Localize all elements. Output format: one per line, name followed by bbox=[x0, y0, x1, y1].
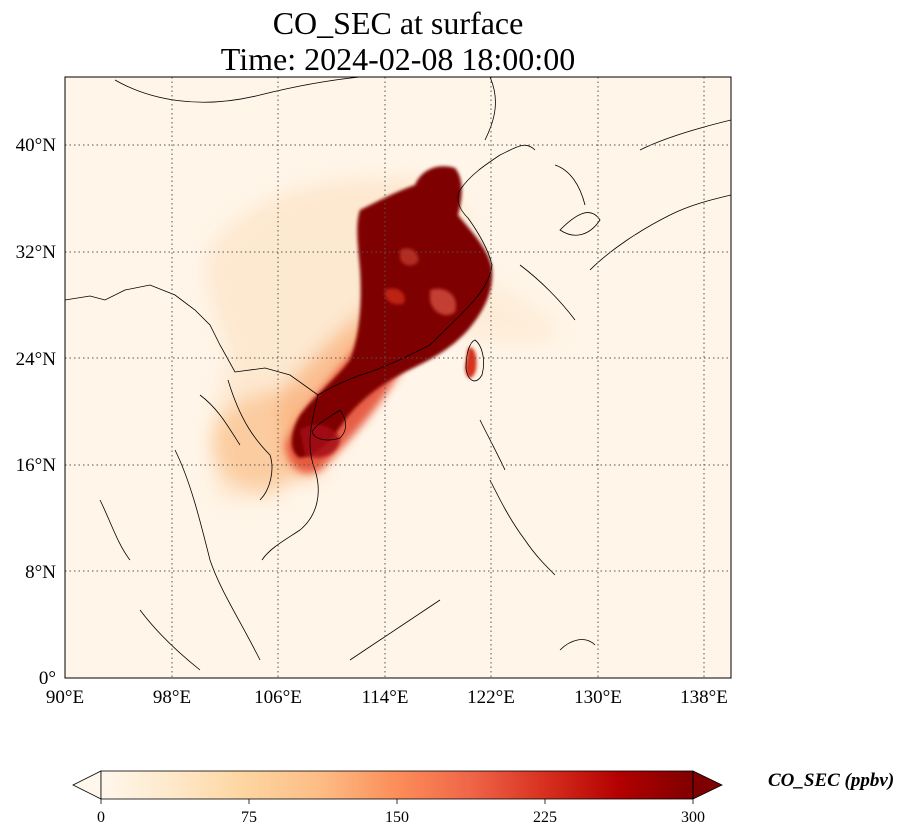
lon-tick-label: 98°E bbox=[153, 687, 191, 708]
lon-tick-label: 130°E bbox=[574, 687, 622, 708]
lon-tick-label: 138°E bbox=[680, 687, 728, 708]
map-title: CO_SEC at surface bbox=[272, 5, 524, 41]
colorbar-label: CO_SEC (ppbv) bbox=[768, 770, 895, 791]
lat-tick-label: 16°N bbox=[16, 455, 57, 476]
lat-tick-label: 0° bbox=[39, 668, 56, 689]
map-background bbox=[65, 77, 731, 678]
lat-tick-label: 32°N bbox=[16, 242, 57, 263]
lon-tick-label: 90°E bbox=[46, 687, 84, 708]
colorbar: 0 75 150 225 300 bbox=[72, 770, 723, 826]
colorbar-tick-label: 0 bbox=[97, 809, 105, 826]
lat-tick-label: 24°N bbox=[16, 349, 57, 370]
lon-tick-labels: 90°E 98°E 106°E 114°E 122°E 130°E 138°E bbox=[46, 687, 728, 708]
lon-tick-label: 122°E bbox=[467, 687, 515, 708]
colorbar-tick-label: 150 bbox=[385, 809, 409, 826]
lat-tick-label: 40°N bbox=[16, 135, 57, 156]
colorbar-extend-low bbox=[72, 770, 102, 800]
colorbar-gradient bbox=[101, 771, 693, 799]
colorbar-extend-high bbox=[692, 770, 723, 800]
map-frame bbox=[64, 76, 732, 679]
colorbar-tick-label: 75 bbox=[241, 809, 257, 826]
concentration-field bbox=[207, 166, 560, 500]
lat-tick-label: 8°N bbox=[25, 562, 56, 583]
lon-tick-label: 114°E bbox=[362, 687, 409, 708]
lat-tick-labels: 0° 8°N 16°N 24°N 32°N 40°N bbox=[16, 135, 57, 689]
colorbar-tick-label: 225 bbox=[533, 809, 557, 826]
map-time: Time: 2024-02-08 18:00:00 bbox=[220, 41, 576, 77]
lon-tick-label: 106°E bbox=[254, 687, 302, 708]
coastlines bbox=[65, 77, 731, 671]
gridlines bbox=[65, 77, 731, 678]
colorbar-tick-label: 300 bbox=[681, 809, 705, 826]
